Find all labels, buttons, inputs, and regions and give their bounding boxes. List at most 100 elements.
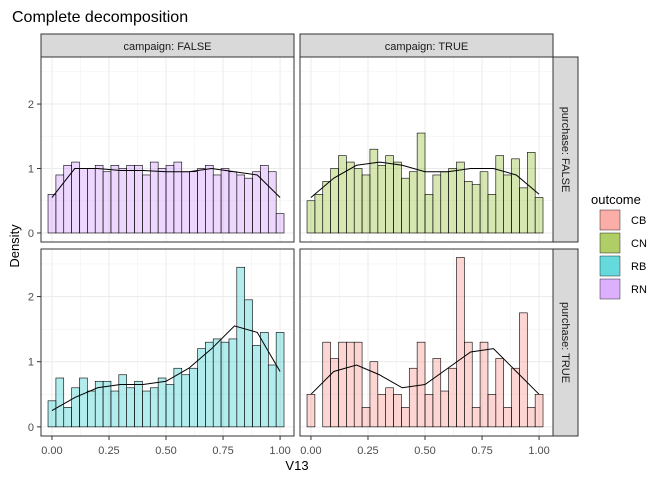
bar (236, 174, 245, 234)
bar (79, 377, 88, 428)
bar (173, 367, 183, 428)
x-tick-label: 0.50 (155, 445, 176, 457)
panel-border (40, 248, 295, 437)
chart-title: Complete decomposition (12, 9, 188, 26)
y-tick-label: 2 (28, 99, 34, 111)
legend-swatch (599, 278, 621, 300)
x-tick-label: 0.00 (300, 445, 321, 457)
bar (236, 266, 245, 428)
bar (87, 168, 96, 234)
bar (181, 374, 190, 428)
bar (118, 168, 127, 234)
bar (448, 367, 457, 428)
legend-title: outcome (591, 192, 641, 207)
bar (142, 174, 151, 234)
bar (479, 341, 489, 428)
bar (110, 390, 120, 428)
bar (440, 171, 449, 234)
density-line (51, 325, 281, 412)
legend-label: CN (631, 238, 647, 250)
panel-border (299, 56, 554, 243)
bar (102, 171, 112, 234)
bar (408, 367, 418, 428)
bar (519, 187, 528, 234)
bar (260, 332, 269, 428)
bar (424, 393, 434, 428)
bar (353, 168, 363, 234)
bar (322, 341, 331, 428)
bar (244, 299, 253, 428)
bar (479, 171, 489, 234)
bar (385, 155, 394, 234)
x-tick-label: 0.75 (212, 445, 233, 457)
legend-label: CB (631, 215, 646, 227)
bar (401, 407, 410, 428)
bar (126, 387, 135, 428)
panel-border (40, 56, 295, 243)
bar (165, 164, 175, 234)
bar (87, 390, 96, 428)
bar (189, 171, 198, 234)
bar (220, 168, 230, 234)
bar (487, 393, 497, 428)
bar (157, 377, 167, 428)
bar (534, 197, 544, 234)
bar (189, 367, 198, 428)
bar (212, 174, 222, 234)
y-tick-label: 1 (28, 357, 34, 369)
bar (267, 171, 277, 234)
bar (440, 390, 449, 428)
bar (275, 213, 285, 234)
bar (197, 168, 206, 234)
bar (495, 358, 504, 428)
bar (205, 164, 214, 234)
bar (503, 407, 512, 428)
bar (432, 358, 442, 428)
strip-label: purchase: TRUE (559, 302, 571, 383)
bar (71, 161, 80, 234)
bar (63, 164, 72, 234)
bar (134, 164, 143, 234)
bar (519, 312, 528, 428)
y-tick-label: 2 (28, 292, 34, 304)
bar (228, 171, 238, 234)
legend-label: RB (631, 261, 646, 273)
bar (173, 161, 183, 234)
bar (212, 338, 222, 428)
x-tick-label: 0.75 (471, 445, 492, 457)
bar (260, 164, 269, 234)
bar (205, 341, 214, 428)
bar (181, 171, 190, 234)
bar (424, 193, 434, 234)
bar (464, 181, 473, 234)
x-tick-label: 0.50 (414, 445, 435, 457)
bar (322, 181, 331, 234)
bar (149, 161, 159, 234)
bar (361, 407, 371, 428)
bar (47, 193, 57, 234)
bar (456, 257, 465, 428)
bar (464, 341, 473, 428)
bar (377, 393, 386, 428)
x-tick-label: 1.00 (528, 445, 549, 457)
bar (330, 358, 339, 428)
y-axis-label: Density (7, 224, 22, 268)
bar (338, 341, 347, 428)
bar (432, 174, 442, 234)
bar (369, 148, 379, 234)
bar (338, 155, 347, 234)
bar (47, 400, 57, 428)
x-axis-label: V13 (285, 458, 308, 473)
bar (306, 393, 316, 428)
bar (102, 380, 112, 428)
bar (118, 374, 127, 428)
bar (79, 168, 88, 234)
bar (267, 364, 277, 428)
bar (393, 393, 402, 428)
x-tick-label: 0.25 (357, 445, 378, 457)
bar (94, 164, 104, 234)
bar (346, 161, 355, 234)
bar (157, 168, 167, 234)
bar (361, 174, 371, 234)
